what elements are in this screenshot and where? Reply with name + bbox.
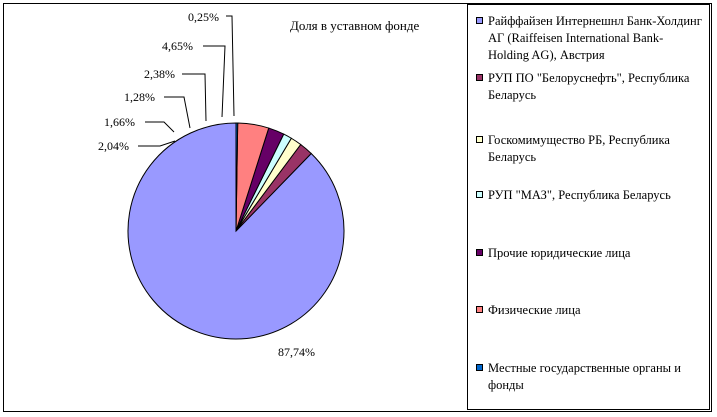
legend-label-4: РУП "МАЗ", Республика Беларусь: [488, 188, 671, 202]
data-label-7: 0,25%: [188, 10, 219, 24]
data-label-2: 2,04%: [98, 139, 129, 153]
leader-line-5: [182, 73, 207, 122]
data-label-5: 2,38%: [144, 67, 175, 81]
legend-swatch-4: [476, 191, 483, 198]
data-label-4: 1,28%: [124, 90, 155, 104]
leader-line-3: [145, 121, 175, 133]
legend-item-1: Райффайзен Интернешнл Банк-Холдинг АГ (R…: [476, 13, 704, 64]
legend-swatch-1: [476, 17, 483, 24]
data-label-6: 4,65%: [162, 39, 193, 53]
legend-item-4: РУП "МАЗ", Республика Беларусь: [476, 187, 704, 204]
legend-swatch-7: [476, 364, 483, 371]
legend-label-2: РУП ПО "Белоруснефть", Республика Белару…: [488, 71, 690, 102]
chart-title: Доля в уставном фонде: [290, 18, 420, 33]
legend-item-2: РУП ПО "Белоруснефть", Республика Белару…: [476, 70, 704, 104]
legend-label-6: Физические лица: [488, 303, 581, 317]
legend-item-7: Местные государственные органы и фонды: [476, 360, 704, 394]
legend-item-5: Прочие юридические лица: [476, 245, 704, 262]
legend: Райффайзен Интернешнл Банк-Холдинг АГ (R…: [467, 4, 710, 410]
legend-swatch-2: [476, 74, 483, 81]
legend-label-3: Госкомимущество РБ, Республика Беларусь: [488, 133, 670, 164]
legend-item-3: Госкомимущество РБ, Республика Беларусь: [476, 132, 704, 166]
leader-line-2: [138, 140, 176, 147]
legend-swatch-3: [476, 136, 483, 143]
data-label-1: 87,74%: [278, 345, 315, 359]
legend-label-7: Местные государственные органы и фонды: [488, 361, 681, 392]
leader-line-4: [164, 96, 191, 129]
legend-swatch-5: [476, 249, 483, 256]
legend-swatch-6: [476, 306, 483, 313]
legend-label-5: Прочие юридические лица: [488, 246, 631, 260]
legend-label-1: Райффайзен Интернешнл Банк-Холдинг АГ (R…: [488, 14, 702, 62]
pie-slice-7: [235, 122, 239, 232]
leader-line-6: [203, 45, 226, 118]
data-label-3: 1,66%: [104, 115, 135, 129]
legend-item-6: Физические лица: [476, 302, 704, 319]
leader-line-7: [226, 15, 235, 117]
